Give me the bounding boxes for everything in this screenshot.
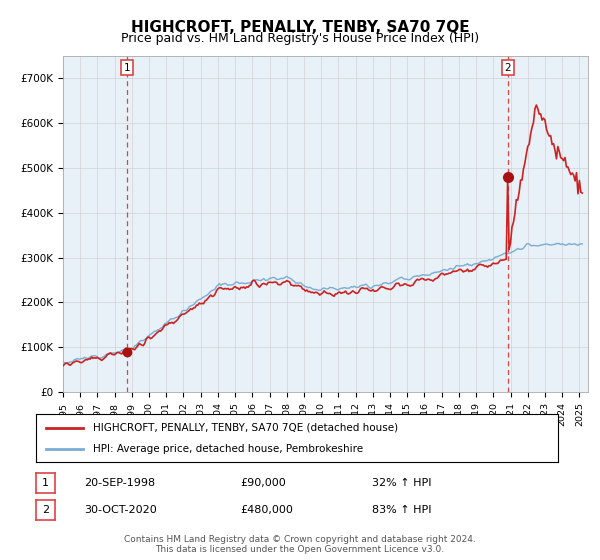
Text: £90,000: £90,000 — [240, 478, 286, 488]
Text: 2: 2 — [505, 63, 511, 73]
Text: 1: 1 — [124, 63, 130, 73]
Text: 1: 1 — [42, 478, 49, 488]
Text: Contains HM Land Registry data © Crown copyright and database right 2024.
This d: Contains HM Land Registry data © Crown c… — [124, 535, 476, 554]
Text: Price paid vs. HM Land Registry's House Price Index (HPI): Price paid vs. HM Land Registry's House … — [121, 32, 479, 45]
Text: 83% ↑ HPI: 83% ↑ HPI — [372, 505, 431, 515]
Text: 20-SEP-1998: 20-SEP-1998 — [84, 478, 155, 488]
Text: 30-OCT-2020: 30-OCT-2020 — [84, 505, 157, 515]
Text: 32% ↑ HPI: 32% ↑ HPI — [372, 478, 431, 488]
Text: £480,000: £480,000 — [240, 505, 293, 515]
Text: 2: 2 — [42, 505, 49, 515]
Text: HPI: Average price, detached house, Pembrokeshire: HPI: Average price, detached house, Pemb… — [94, 444, 364, 454]
Text: HIGHCROFT, PENALLY, TENBY, SA70 7QE (detached house): HIGHCROFT, PENALLY, TENBY, SA70 7QE (det… — [94, 423, 398, 433]
Text: HIGHCROFT, PENALLY, TENBY, SA70 7QE: HIGHCROFT, PENALLY, TENBY, SA70 7QE — [131, 20, 469, 35]
